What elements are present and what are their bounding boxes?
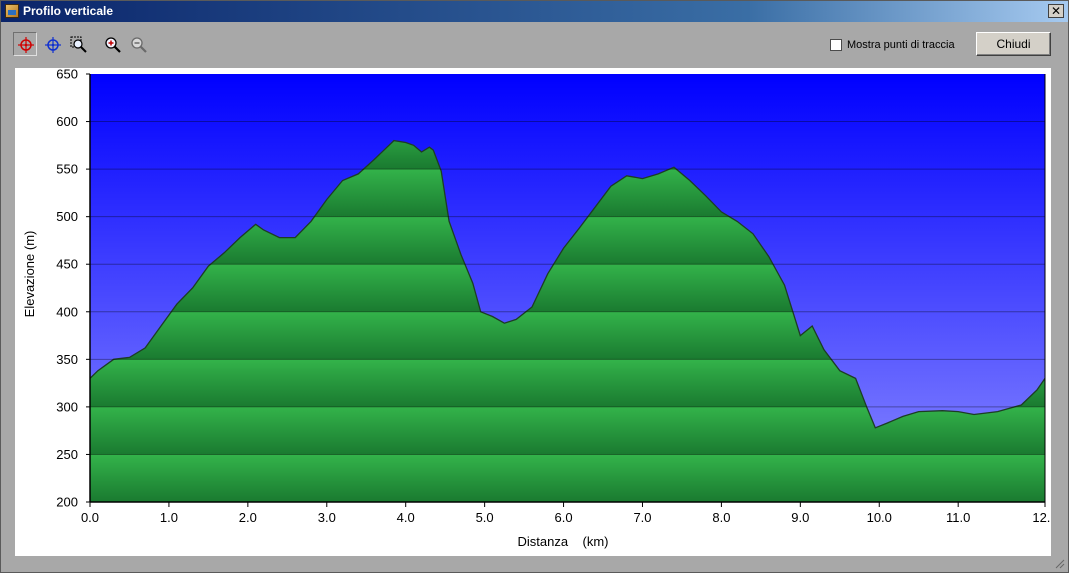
window-title: Profilo verticale	[23, 4, 114, 18]
crosshair-red-icon	[18, 37, 34, 53]
zoom-in-button[interactable]	[100, 32, 124, 56]
zoom-out-button[interactable]	[126, 32, 150, 56]
y-tick-label: 200	[56, 495, 78, 510]
y-tick-label: 550	[56, 162, 78, 177]
y-tick-label: 500	[56, 209, 78, 224]
chart-grid	[90, 121, 1045, 455]
x-tick-label: 0.0	[81, 510, 99, 525]
crosshair-blue-icon	[45, 37, 61, 53]
crosshair-blue-tool-button[interactable]	[40, 32, 64, 56]
y-tick-label: 600	[56, 114, 78, 129]
x-axis-title: Distanza (km)	[517, 534, 608, 549]
elevation-line	[89, 139, 1046, 429]
zoom-in-icon	[105, 37, 121, 53]
x-tick-label: 8.0	[712, 510, 730, 525]
x-tick-label: 1.0	[160, 510, 178, 525]
show-track-points-label: Mostra punti di traccia	[847, 39, 955, 51]
x-tick-label: 9.0	[791, 510, 809, 525]
app-icon	[5, 4, 19, 18]
elevation-chart-panel: 650 600 550 500 450 400 350 300 250 200 0.0 1.0 2.0 3…	[15, 68, 1051, 556]
crosshair-red-tool-button[interactable]	[13, 32, 37, 56]
terrain-area	[90, 140, 1045, 502]
y-tick-label: 650	[56, 68, 78, 82]
x-tick-label: 6.0	[555, 510, 573, 525]
x-tick-label: 7.0	[633, 510, 651, 525]
close-button[interactable]: Chiudi	[976, 32, 1051, 56]
x-tick-label: 12.1	[1032, 510, 1051, 525]
title-bar[interactable]: Profilo verticale ✕	[1, 1, 1068, 22]
y-tick-label: 400	[56, 304, 78, 319]
y-axis-title: Elevazione (m)	[22, 231, 37, 318]
y-tick-label: 250	[56, 447, 78, 462]
x-tick-label: 10.0	[867, 510, 892, 525]
resize-grip-icon[interactable]	[1053, 557, 1065, 569]
zoom-area-tool-button[interactable]	[66, 32, 90, 56]
x-tick-label: 5.0	[476, 510, 494, 525]
x-tick-label: 11.0	[946, 510, 970, 525]
close-window-button[interactable]: ✕	[1048, 4, 1064, 18]
y-tick-label: 300	[56, 399, 78, 414]
y-tick-label: 350	[56, 352, 78, 367]
x-tick-label: 4.0	[397, 510, 415, 525]
zoom-area-icon	[70, 36, 87, 53]
x-tick-label: 2.0	[239, 510, 257, 525]
y-tick-label: 450	[56, 257, 78, 272]
show-track-points-checkbox[interactable]	[830, 39, 842, 51]
x-tick-label: 3.0	[318, 510, 336, 525]
zoom-out-icon	[131, 37, 147, 53]
elevation-series	[89, 139, 1046, 502]
